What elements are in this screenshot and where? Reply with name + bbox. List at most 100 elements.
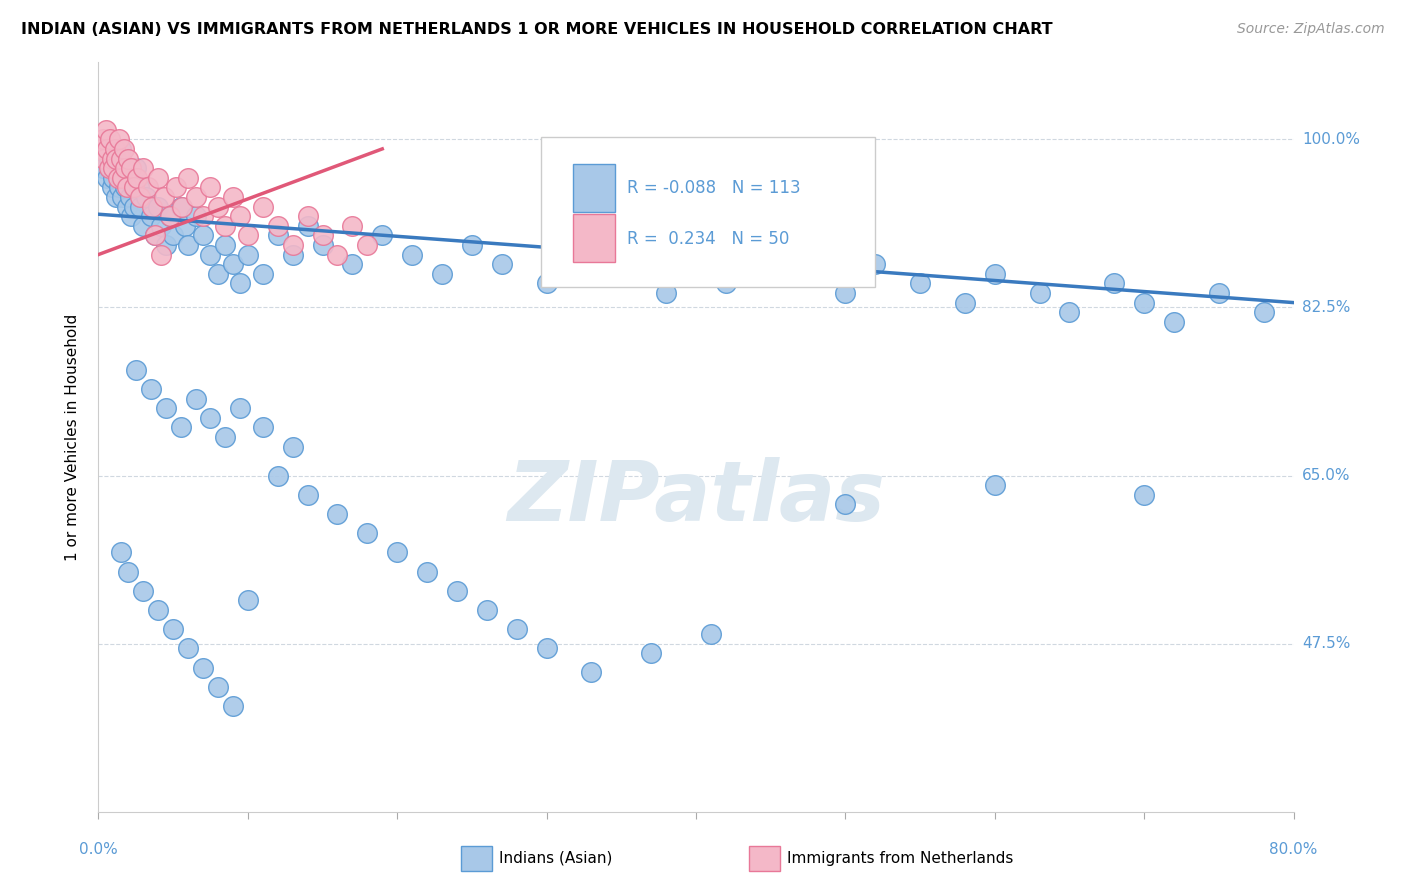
Point [118, 190, 141, 204]
Point [148, 603, 170, 617]
Point [506, 622, 529, 636]
Point [311, 238, 333, 252]
Point [97, 152, 120, 166]
Point [150, 247, 173, 261]
Point [581, 665, 603, 680]
Point [984, 478, 1007, 492]
Point [1104, 277, 1126, 291]
Point [759, 247, 782, 261]
Point [98, 132, 122, 146]
Point [136, 180, 159, 194]
Text: 65.0%: 65.0% [1302, 468, 1350, 483]
Point [222, 699, 245, 714]
Point [132, 583, 155, 598]
Point [610, 267, 633, 281]
Point [125, 161, 148, 175]
Point [1208, 285, 1230, 300]
Point [108, 132, 131, 146]
Point [229, 277, 252, 291]
Point [191, 660, 214, 674]
Point [700, 627, 723, 641]
Point [281, 238, 304, 252]
Point [107, 170, 129, 185]
Point [117, 565, 139, 579]
Point [139, 209, 162, 223]
Point [236, 247, 259, 261]
Point [207, 200, 229, 214]
Point [1059, 305, 1081, 319]
Point [103, 161, 125, 175]
Point [229, 209, 252, 223]
FancyBboxPatch shape [541, 137, 875, 287]
Point [115, 200, 138, 214]
Point [1133, 295, 1156, 310]
Point [110, 545, 132, 559]
Point [153, 190, 176, 204]
Point [115, 180, 138, 194]
Text: 47.5%: 47.5% [1302, 636, 1350, 651]
Point [236, 593, 259, 607]
Point [150, 219, 173, 233]
Text: INDIAN (ASIAN) VS IMMIGRANTS FROM NETHERLANDS 1 OR MORE VEHICLES IN HOUSEHOLD CO: INDIAN (ASIAN) VS IMMIGRANTS FROM NETHER… [21, 22, 1053, 37]
Point [107, 161, 129, 175]
Point [804, 267, 827, 281]
Point [214, 430, 236, 444]
Point [342, 257, 364, 271]
Point [117, 152, 139, 166]
Point [222, 190, 245, 204]
Point [162, 622, 184, 636]
Point [416, 565, 439, 579]
Point [159, 209, 181, 223]
FancyBboxPatch shape [572, 163, 614, 212]
Point [1028, 285, 1050, 300]
Point [110, 152, 132, 166]
Point [565, 247, 588, 261]
Point [124, 200, 146, 214]
Point [155, 401, 177, 416]
Point [1163, 315, 1185, 329]
Point [1253, 305, 1275, 319]
Point [169, 200, 191, 214]
Text: 0.0%: 0.0% [79, 842, 118, 857]
Text: ZIPatlas: ZIPatlas [508, 457, 884, 538]
Point [536, 277, 558, 291]
Point [94, 122, 117, 136]
Point [91, 161, 114, 175]
Point [491, 257, 513, 271]
Point [267, 228, 290, 243]
Point [172, 200, 194, 214]
Point [177, 641, 200, 656]
Point [267, 219, 290, 233]
Point [207, 267, 229, 281]
Point [103, 170, 125, 185]
Point [93, 152, 115, 166]
Point [200, 247, 222, 261]
Point [148, 200, 170, 214]
Point [229, 401, 252, 416]
Point [536, 641, 558, 656]
Point [214, 219, 236, 233]
Point [96, 170, 118, 185]
Text: 82.5%: 82.5% [1302, 300, 1350, 315]
Point [1133, 488, 1156, 502]
Point [162, 228, 184, 243]
Point [117, 170, 139, 185]
Point [281, 440, 304, 454]
Point [114, 161, 136, 175]
Text: R =  0.234   N = 50: R = 0.234 N = 50 [627, 230, 789, 248]
Point [326, 507, 349, 521]
Point [114, 180, 136, 194]
Text: Source: ZipAtlas.com: Source: ZipAtlas.com [1237, 22, 1385, 37]
Point [311, 228, 333, 243]
Point [222, 257, 245, 271]
Point [200, 180, 222, 194]
Point [129, 200, 152, 214]
Point [342, 219, 364, 233]
Point [640, 646, 662, 660]
Point [112, 161, 135, 175]
Text: Indians (Asian): Indians (Asian) [499, 851, 613, 865]
Point [132, 219, 155, 233]
Point [908, 277, 931, 291]
Point [834, 497, 856, 511]
Point [252, 267, 274, 281]
